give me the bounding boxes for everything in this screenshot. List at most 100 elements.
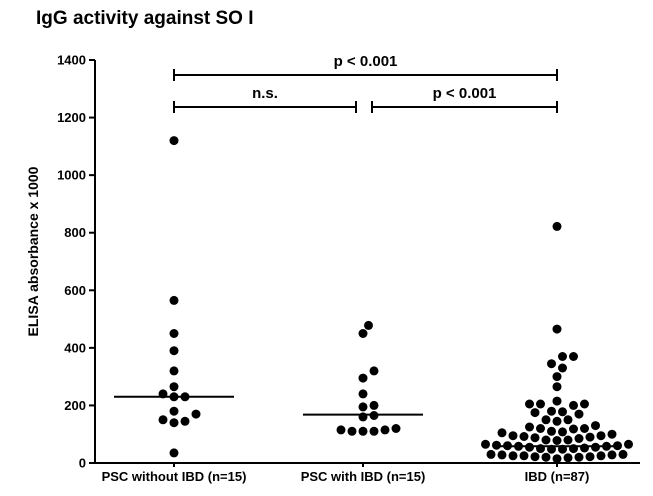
data-point <box>569 352 578 361</box>
y-tick-label: 200 <box>64 398 86 413</box>
data-point <box>380 425 390 435</box>
y-tick-label: 1400 <box>57 53 86 68</box>
data-point <box>169 406 179 416</box>
data-point <box>563 415 573 425</box>
data-point <box>519 432 529 441</box>
data-point <box>552 221 562 231</box>
data-point <box>336 425 346 435</box>
data-point <box>191 409 201 419</box>
data-point <box>525 422 534 432</box>
data-point <box>547 359 556 369</box>
data-point <box>541 415 551 425</box>
data-point <box>580 424 589 433</box>
data-point <box>369 400 379 410</box>
data-point <box>497 428 507 438</box>
data-point <box>580 443 589 453</box>
data-point <box>607 429 617 439</box>
x-tick-label: PSC with IBD (n=15) <box>301 469 426 484</box>
data-point <box>169 329 179 338</box>
data-point <box>558 407 567 417</box>
data-point <box>536 424 545 433</box>
data-point <box>492 440 501 450</box>
data-point <box>569 400 578 410</box>
data-point <box>364 320 373 330</box>
data-point <box>552 324 562 334</box>
y-tick-label: 1200 <box>57 110 86 125</box>
y-tick-label: 600 <box>64 283 86 298</box>
significance-annotations: p < 0.001 n.s. p < 0.001 <box>173 53 558 113</box>
chart-title: IgG activity against SO I <box>36 8 254 29</box>
data-point <box>558 363 567 373</box>
data-point <box>369 366 379 376</box>
data-point <box>169 448 179 458</box>
data-point <box>574 452 584 462</box>
data-point <box>169 295 179 305</box>
data-point <box>607 450 617 460</box>
data-point <box>358 402 368 412</box>
y-axis-label: ELISA absorbance x 1000 <box>25 166 41 336</box>
data-point <box>558 352 567 361</box>
data-point <box>530 433 540 443</box>
data-point <box>530 408 540 418</box>
data-point <box>358 389 368 399</box>
data-point <box>552 396 562 406</box>
y-tick-label: 0 <box>79 456 86 471</box>
data-point <box>358 373 368 383</box>
data-point <box>618 449 628 459</box>
data-point <box>569 424 578 434</box>
data-point <box>541 435 551 445</box>
data-point <box>547 406 556 416</box>
data-marks <box>114 136 633 464</box>
data-point <box>169 136 179 146</box>
data-point <box>158 415 168 425</box>
data-point <box>574 434 584 443</box>
data-point <box>508 431 518 441</box>
data-point <box>624 439 633 449</box>
data-point <box>169 382 179 392</box>
data-point <box>585 432 595 442</box>
data-point <box>519 451 529 461</box>
y-tick-label: 400 <box>64 340 86 355</box>
data-point <box>613 441 622 451</box>
data-point <box>358 329 368 338</box>
data-point <box>358 426 368 436</box>
x-tick-label: IBD (n=87) <box>525 469 590 484</box>
data-point <box>497 450 507 460</box>
data-point <box>481 439 490 449</box>
data-point <box>552 382 562 392</box>
data-point <box>530 452 540 462</box>
y-tick-label: 800 <box>64 225 86 240</box>
data-point <box>596 431 606 441</box>
data-point <box>596 451 606 461</box>
data-point <box>391 424 401 433</box>
x-tick-label: PSC without IBD (n=15) <box>102 469 247 484</box>
data-point <box>169 346 179 356</box>
data-point <box>369 426 379 436</box>
data-point <box>552 436 562 445</box>
significance-label: n.s. <box>252 85 278 102</box>
significance-label: p < 0.001 <box>334 53 398 70</box>
data-point <box>525 399 534 409</box>
data-point <box>563 453 573 463</box>
data-point <box>180 416 190 426</box>
data-point <box>536 399 545 409</box>
data-point <box>591 421 600 431</box>
data-point <box>574 409 584 419</box>
y-tick-label: 1000 <box>57 168 86 183</box>
data-point <box>558 427 567 437</box>
data-point <box>585 452 595 462</box>
data-point <box>552 372 562 382</box>
axes: 0 200 400 600 800 1000 1200 1400 ELISA absorbanc… <box>25 53 640 484</box>
significance-label: p < 0.001 <box>433 85 497 102</box>
data-point <box>486 449 496 459</box>
data-point <box>541 452 551 462</box>
data-point <box>169 418 179 428</box>
data-point <box>547 426 556 436</box>
data-point <box>508 451 518 461</box>
data-point <box>347 426 357 436</box>
data-point <box>552 416 562 426</box>
data-point <box>580 399 589 409</box>
data-point <box>169 366 179 376</box>
data-point <box>552 454 562 464</box>
data-point <box>563 435 573 445</box>
